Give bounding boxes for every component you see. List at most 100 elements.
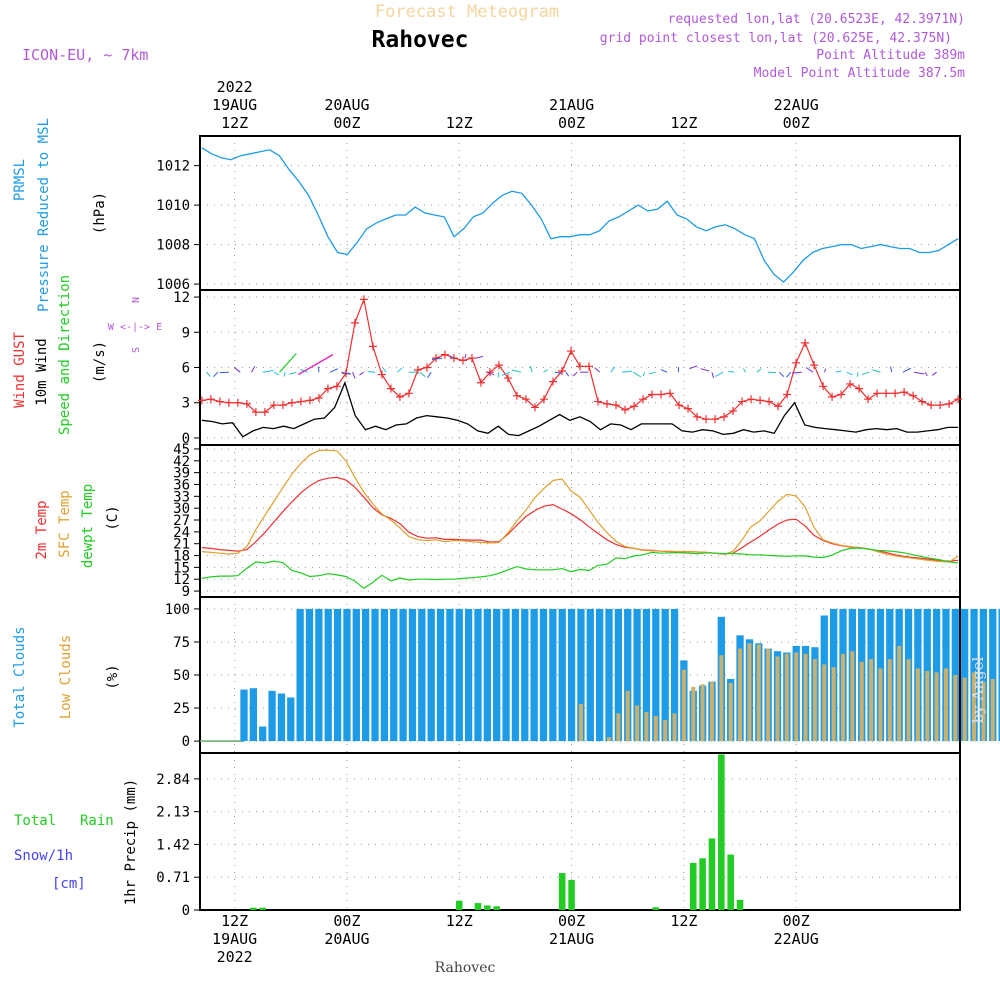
gust-marker (476, 378, 485, 387)
gust-marker (621, 405, 630, 414)
low-cloud-bar (578, 704, 583, 742)
y-tick-label: 1012 (156, 159, 190, 175)
y-tick-label: 25 (173, 701, 190, 717)
gust-marker (909, 391, 918, 400)
gust-marker (512, 391, 521, 400)
location-title: Rahovec (372, 27, 469, 53)
total-cloud-bar (652, 608, 660, 742)
panel-labels: PRMSL Pressure Reduced to MSL (hPa) Wind… (12, 118, 162, 905)
gust-marker (819, 382, 828, 391)
total-cloud-bar (577, 608, 585, 742)
panel-wind: 0 3 6 9 12 (173, 289, 963, 447)
total-cloud-bar (586, 608, 594, 742)
gust-marker (801, 338, 810, 347)
wind-line (201, 380, 959, 438)
total-cloud-bar (324, 608, 332, 742)
rain-bar (250, 907, 257, 910)
total-cloud-bar (436, 608, 445, 742)
gust-marker (530, 403, 539, 412)
gust-marker (702, 415, 711, 424)
wind-arrow (902, 367, 911, 373)
clouds-unit-label: (%) (105, 664, 121, 689)
total-cloud-bar (530, 608, 538, 742)
total-cloud-bar (362, 608, 370, 742)
total-cloud-bar (661, 608, 669, 742)
y-tick-label: 42 (173, 454, 190, 470)
total-clouds-label: Total Clouds (12, 626, 28, 727)
gust-marker (251, 408, 260, 417)
low-cloud-bar (943, 668, 948, 742)
plot-area: 1006100810101012036912912151821242730333… (156, 135, 1000, 919)
wind-arrow (341, 371, 352, 375)
gust-marker (756, 396, 765, 405)
low-cloud-bar (775, 656, 780, 742)
total-cloud-bar (614, 608, 623, 742)
rain-label: Rain (80, 813, 114, 829)
low-cloud-bar (812, 659, 817, 742)
wind-arrow (475, 355, 484, 359)
total-cloud-bar (249, 688, 257, 742)
wind-arrow (786, 371, 791, 378)
low-cloud-bar (915, 668, 920, 742)
gust-marker (612, 401, 621, 410)
low-cloud-bar (962, 677, 967, 742)
point-altitude: Point Altitude 389m (816, 48, 965, 63)
gust-marker (413, 365, 422, 374)
total-cloud-bar (333, 608, 342, 742)
total-cloud-bar (483, 608, 491, 742)
wind-arrow (823, 368, 827, 373)
low-cloud-bar (756, 644, 761, 742)
gust-marker (269, 401, 278, 410)
low-cloud-bar (616, 713, 621, 742)
y-tick-label: 100 (165, 602, 190, 618)
gust-marker (485, 368, 494, 377)
precip-unit-label: 1hr Precip (mm) (123, 779, 139, 905)
wind-arrow (487, 371, 495, 376)
panel-frame (199, 135, 961, 291)
low-cloud-bar (925, 671, 930, 742)
gust-marker (386, 384, 395, 393)
wind-arrow (779, 371, 785, 377)
low-cloud-bar (878, 668, 883, 742)
wind-arrow (432, 357, 443, 360)
y-tick-label: 1.42 (156, 837, 190, 853)
total-cloud-bar (418, 608, 426, 742)
gust-marker (666, 389, 675, 398)
total-cloud-bar (558, 608, 566, 742)
gust-marker (224, 398, 233, 407)
total-cloud-bar (979, 608, 988, 742)
time-axis-label: 12Z (670, 912, 697, 930)
low-cloud-bar (700, 684, 705, 742)
wind-arrow (329, 368, 339, 373)
footer-location: Rahovec (435, 960, 496, 976)
time-axis-label: 00Z (558, 912, 585, 930)
wind-arrow (419, 371, 426, 378)
gust-marker (359, 295, 368, 304)
gust-marker (314, 394, 323, 403)
time-axis-label: 00Z (783, 114, 810, 132)
wind-arrow (289, 371, 297, 375)
gust-marker (783, 390, 792, 399)
total-cloud-bar (240, 689, 248, 742)
gust-marker (657, 390, 666, 399)
wind-arrow (206, 371, 211, 377)
time-axis-label: 12Z (446, 912, 473, 930)
total-cloud-bar (455, 608, 463, 742)
low-cloud-bar (766, 648, 771, 742)
wind-arrow (660, 369, 668, 373)
compass-s-label: S (131, 347, 142, 353)
low-cloud-bar (822, 664, 827, 742)
gust-marker (206, 395, 215, 404)
wind-arrow (382, 367, 387, 373)
total-cloud-bar (399, 608, 407, 742)
time-axis-label: 00Z (783, 912, 810, 930)
prmsl-label: PRMSL (12, 159, 28, 201)
compass-n-label: N (131, 297, 142, 303)
wind-arrow (368, 371, 376, 373)
total-cloud-bar (315, 608, 323, 742)
time-axis-label: 12Z (221, 114, 248, 132)
total-cloud-bar (268, 690, 276, 742)
total-cloud-bar (596, 608, 604, 742)
low-cloud-bar (653, 715, 658, 742)
gust-marker (404, 389, 413, 398)
